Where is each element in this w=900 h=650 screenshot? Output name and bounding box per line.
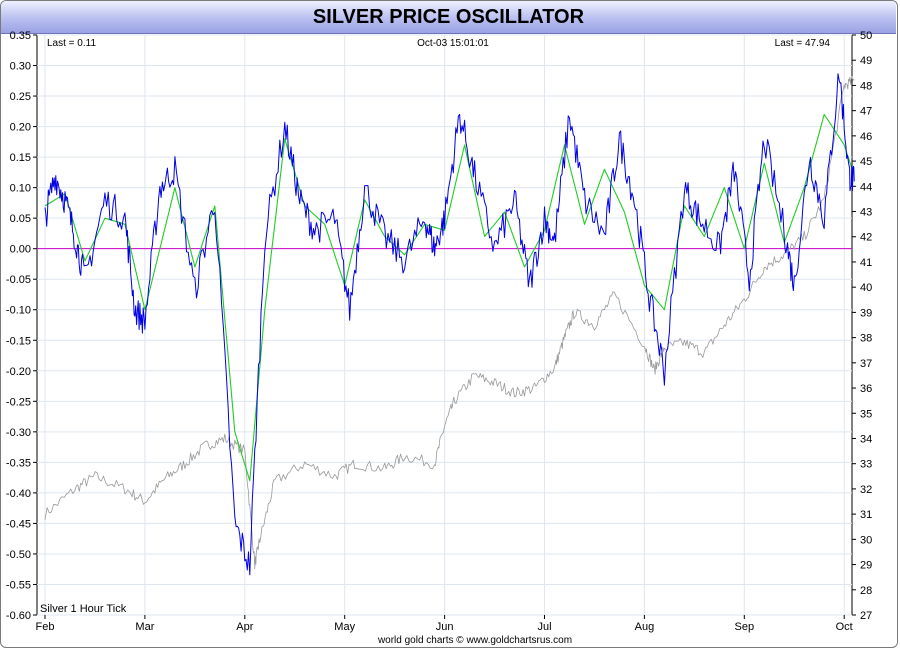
price-line [44, 76, 855, 570]
left-tick-label: -0.55 [6, 579, 31, 591]
left-tick-label: 0.30 [10, 61, 31, 73]
left-tick-label: -0.35 [6, 457, 31, 469]
right-tick-label: 31 [860, 509, 872, 521]
x-tick-label: Apr [236, 621, 253, 633]
right-tick-label: 41 [860, 257, 872, 269]
left-tick-label: -0.05 [6, 274, 31, 286]
oscillator-line [44, 73, 855, 576]
left-tick-label: -0.40 [6, 488, 31, 500]
x-tick-label: Jul [537, 621, 551, 633]
left-tick-label: -0.30 [6, 427, 31, 439]
credit-label: world gold charts © www.goldchartsrus.co… [377, 635, 572, 646]
right-tick-label: 43 [860, 207, 872, 219]
right-tick-label: 28 [860, 585, 872, 597]
right-tick-label: 40 [860, 282, 872, 294]
right-tick-label: 44 [860, 181, 872, 193]
chart-title: SILVER PRICE OSCILLATOR [312, 6, 585, 28]
right-tick-label: 35 [860, 408, 872, 420]
left-tick-label: -0.15 [6, 335, 31, 347]
series-label: Silver 1 Hour Tick [40, 603, 127, 615]
right-tick-label: 50 [860, 30, 872, 42]
x-tick-label: Feb [36, 621, 55, 633]
right-tick-label: 49 [860, 55, 872, 67]
left-tick-label: -0.20 [6, 366, 31, 378]
left-tick-label: 0.20 [10, 122, 31, 134]
timestamp-label: Oct-03 15:01:01 [417, 38, 489, 49]
left-tick-label: 0.05 [10, 213, 31, 225]
right-tick-label: 37 [860, 358, 872, 370]
right-axis: 50 49 48 47 46 45 44 43 42 41 40 39 38 37 36 35 34 33 32 31… [860, 30, 872, 622]
left-tick-label: -0.45 [6, 518, 31, 530]
left-tick-label: 0.10 [10, 183, 31, 195]
last-right-label: Last = 47.94 [775, 38, 831, 49]
left-tick-label: -0.50 [6, 549, 31, 561]
right-tick-label: 39 [860, 307, 872, 319]
right-tick-label: 46 [860, 131, 872, 143]
right-tick-label: 34 [860, 433, 872, 445]
right-tick-label: 33 [860, 459, 872, 471]
left-tick-label: -0.25 [6, 396, 31, 408]
right-tick-label: 42 [860, 232, 872, 244]
right-tick-label: 38 [860, 333, 872, 345]
left-tick-label: -0.60 [6, 610, 31, 622]
signal-line [44, 113, 855, 482]
right-tick-label: 45 [860, 156, 872, 168]
series-layer [44, 73, 855, 576]
right-tick-label: 32 [860, 484, 872, 496]
x-tick-label: Sep [735, 621, 755, 633]
x-tick-label: Aug [635, 621, 655, 633]
x-tick-label: Oct [836, 621, 853, 633]
left-axis: 0.35 0.30 0.25 0.20 0.15 0.10 0.05 0.00 -0.05 -0.… [6, 30, 31, 622]
right-tick-label: 36 [860, 383, 872, 395]
x-tick-label: May [334, 621, 355, 633]
x-tick-label: Mar [135, 621, 154, 633]
right-tick-label: 29 [860, 560, 872, 572]
left-tick-label: 0.15 [10, 152, 31, 164]
right-tick-label: 27 [860, 610, 872, 622]
right-tick-label: 47 [860, 106, 872, 118]
left-tick-label: 0.00 [10, 244, 31, 256]
left-tick-label: -0.10 [6, 305, 31, 317]
left-tick-label: 0.25 [10, 91, 31, 103]
last-left-label: Last = 0.11 [47, 38, 96, 49]
left-tick-label: 0.35 [10, 30, 31, 42]
right-tick-label: 30 [860, 534, 872, 546]
x-tick-label: Jun [436, 621, 454, 633]
right-tick-label: 48 [860, 80, 872, 92]
title-bar: SILVER PRICE OSCILLATOR [1, 1, 896, 34]
x-axis: Feb Mar Apr May Jun Jul Aug Sep Oct [36, 621, 853, 633]
